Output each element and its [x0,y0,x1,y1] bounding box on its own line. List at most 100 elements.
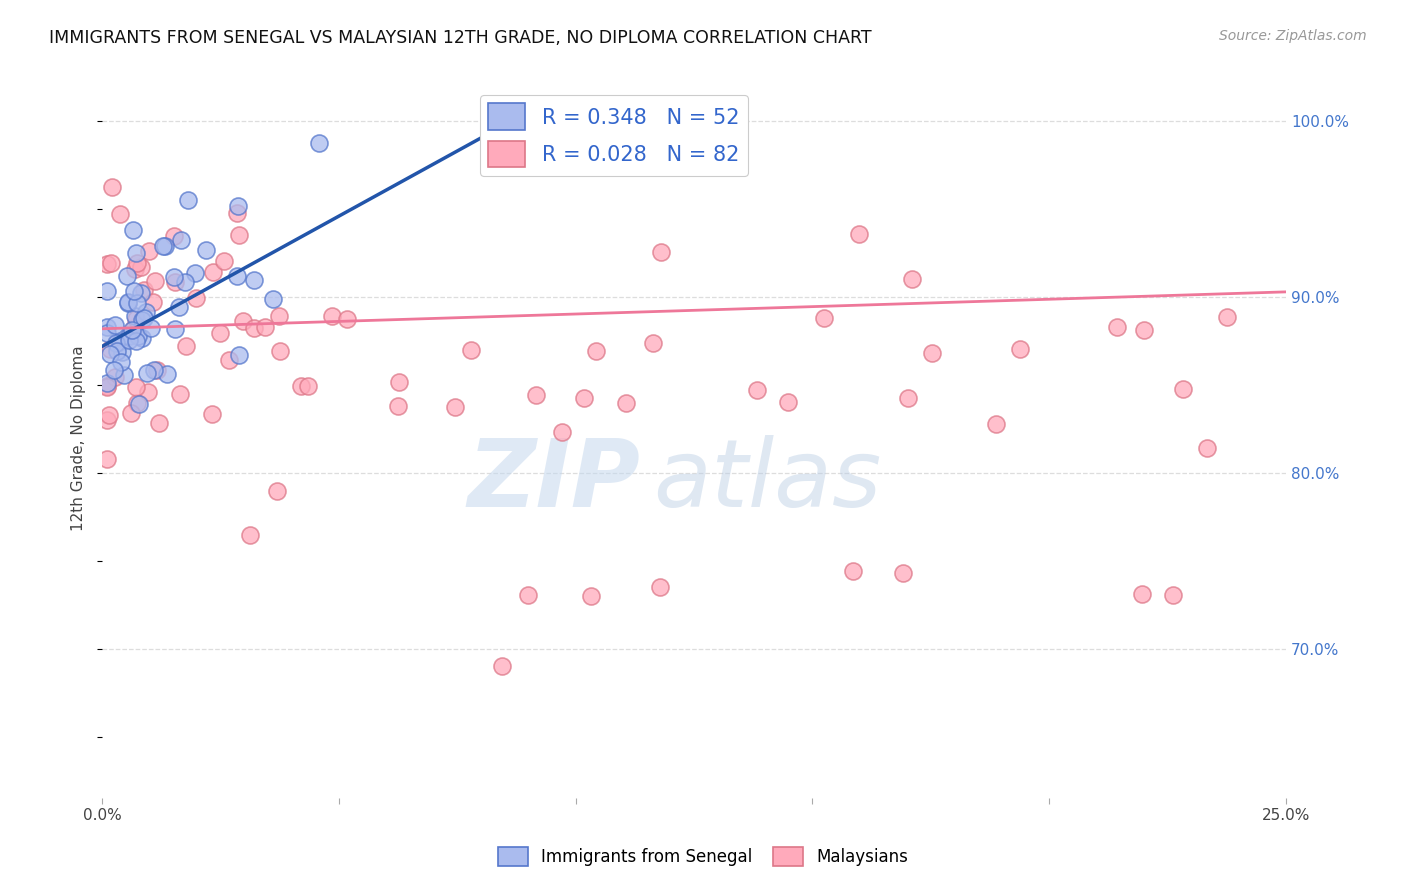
Point [127,296,149,310]
Point [218,353,240,368]
Point [184,267,207,281]
Point [986,417,1008,431]
Point [125,380,148,394]
Point [152,238,174,252]
Point [100,179,122,194]
Point [225,268,247,283]
Point [290,379,312,393]
Point [143,363,166,377]
Point [146,363,169,377]
Point [387,400,409,414]
Point [1161,588,1184,602]
Point [127,329,149,343]
Point [388,376,411,390]
Point [139,321,162,335]
Point [96,319,118,334]
Point [267,309,290,323]
Point [118,328,141,343]
Point [105,344,128,359]
Point [98,409,121,423]
Point [232,314,254,328]
Point [118,333,141,347]
Point [108,207,131,221]
Point [163,275,186,289]
Point [138,244,160,259]
Point [308,136,330,150]
Point [98,347,121,361]
Point [212,253,235,268]
Point [201,407,224,421]
Point [336,311,359,326]
Point [136,384,159,399]
Point [517,588,540,602]
Point [169,386,191,401]
Point [650,245,672,260]
Point [1130,587,1153,601]
Point [228,228,250,243]
Point [176,339,198,353]
Point [96,379,118,393]
Point [226,206,249,220]
Point [148,416,170,430]
Point [163,229,186,244]
Point [153,238,176,252]
Legend: Immigrants from Senegal, Malaysians: Immigrants from Senegal, Malaysians [492,840,914,873]
Point [266,484,288,499]
Point [135,304,157,318]
Point [897,391,920,405]
Point [163,269,186,284]
Point [165,322,187,336]
Legend: R = 0.348   N = 52, R = 0.028   N = 82: R = 0.348 N = 52, R = 0.028 N = 82 [479,95,748,176]
Point [262,292,284,306]
Point [194,243,217,257]
Point [124,311,146,326]
Point [269,343,291,358]
Point [117,295,139,310]
Point [1132,323,1154,337]
Point [103,363,125,377]
Point [174,276,197,290]
Text: atlas: atlas [652,435,882,526]
Point [491,659,513,673]
Point [585,344,607,359]
Point [131,313,153,327]
Point [156,367,179,381]
Point [96,452,118,467]
Text: Source: ZipAtlas.com: Source: ZipAtlas.com [1219,29,1367,43]
Point [614,395,637,409]
Point [891,566,914,580]
Point [848,227,870,241]
Point [202,265,225,279]
Point [129,260,152,274]
Point [96,380,118,394]
Point [117,296,139,310]
Point [228,348,250,362]
Point [321,310,343,324]
Point [134,283,156,297]
Point [142,295,165,310]
Point [103,370,125,384]
Point [127,396,149,410]
Point [104,318,127,332]
Point [110,345,132,359]
Point [1197,441,1219,455]
Point [115,268,138,283]
Point [122,223,145,237]
Point [1171,382,1194,396]
Text: ZIP: ZIP [468,435,641,527]
Point [96,285,118,299]
Point [239,528,262,542]
Point [96,376,118,390]
Point [124,310,146,324]
Point [136,367,159,381]
Point [131,331,153,345]
Y-axis label: 12th Grade, No Diploma: 12th Grade, No Diploma [72,345,86,531]
Point [96,257,118,271]
Point [208,326,231,340]
Point [125,334,148,348]
Point [177,194,200,208]
Point [124,261,146,276]
Point [297,378,319,392]
Point [524,388,547,402]
Point [901,272,924,286]
